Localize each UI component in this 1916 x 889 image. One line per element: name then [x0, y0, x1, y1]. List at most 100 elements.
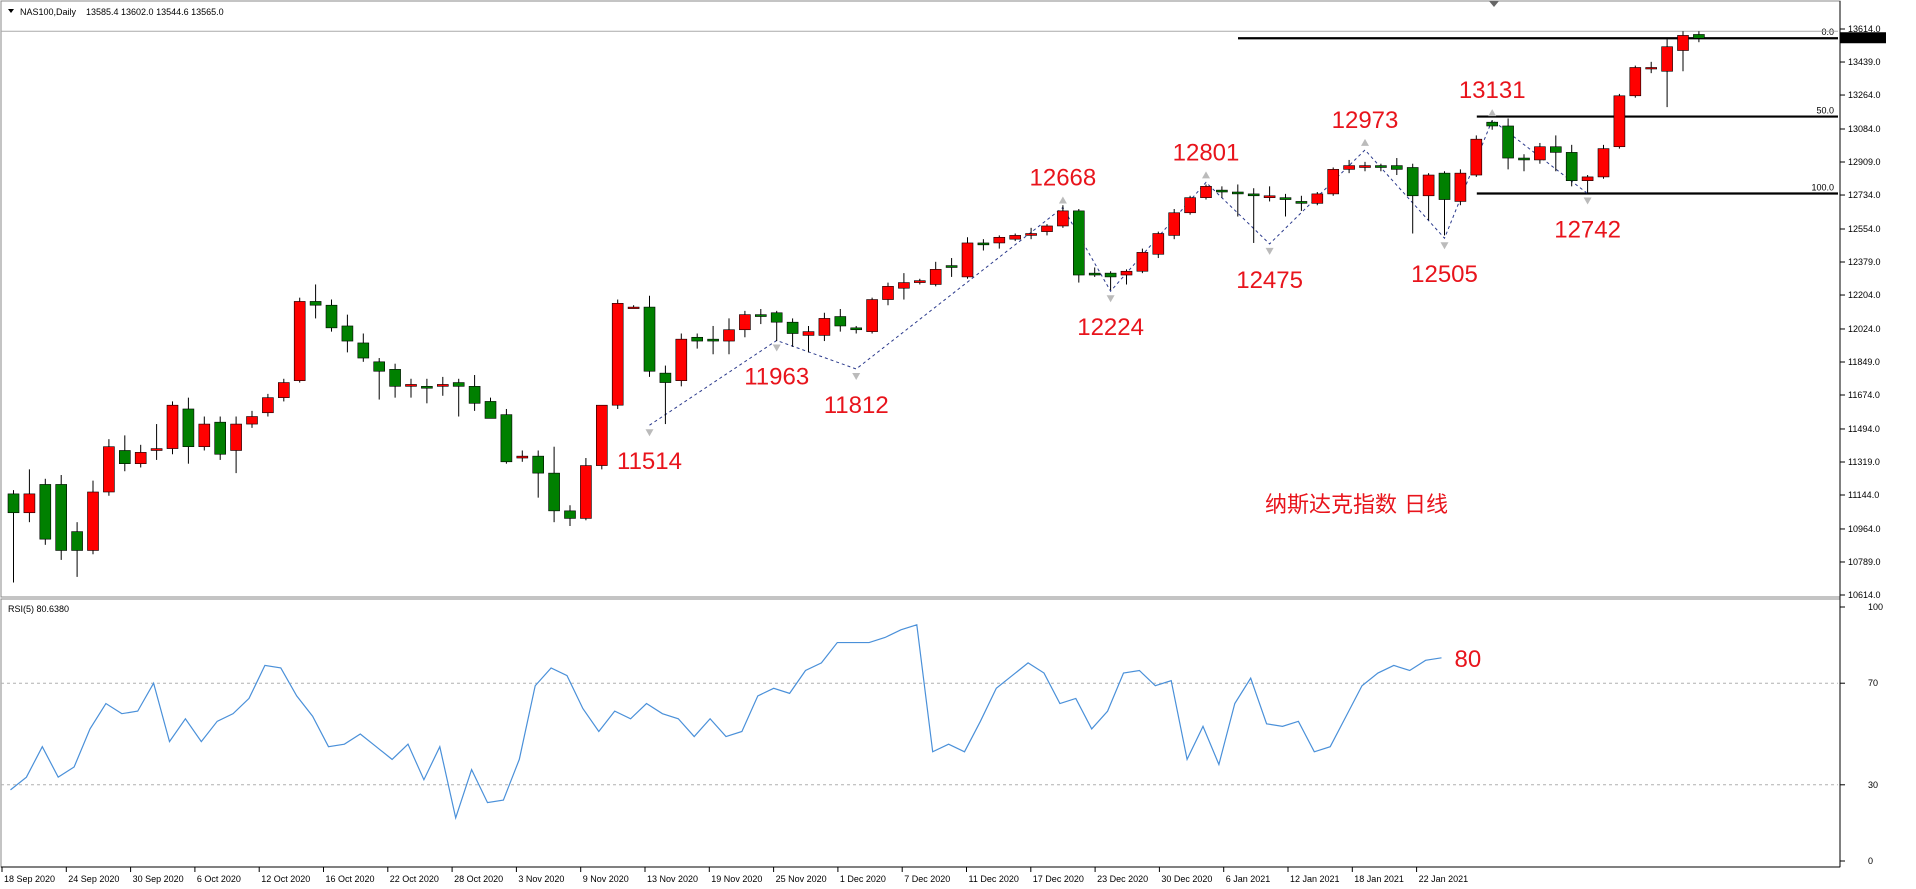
- time-tick-label: 17 Dec 2020: [1033, 874, 1084, 884]
- fractal-arrow-icon: [772, 344, 781, 352]
- candle-body: [754, 314, 767, 317]
- candle-body: [1009, 235, 1022, 240]
- candle-body: [564, 510, 576, 519]
- fractal-arrow-icon: [1265, 247, 1274, 255]
- candle-body: [643, 306, 656, 372]
- candle-body: [293, 301, 306, 381]
- swing-label: 11514: [617, 448, 682, 475]
- price-tick-label: 12379.0: [1848, 257, 1881, 267]
- candle-body: [230, 423, 242, 451]
- rsi-panel: [0, 598, 1841, 868]
- swing-label: 12475: [1236, 267, 1303, 294]
- fibonacci-levels: 0.0 50.0 100.0 13565.0: [1, 27, 1886, 195]
- candle-body: [1391, 165, 1403, 170]
- candle-body: [1152, 233, 1165, 255]
- time-tick-label: 22 Oct 2020: [390, 874, 439, 884]
- candle-body: [1279, 197, 1292, 200]
- swing-label: 11963: [744, 363, 809, 390]
- time-tick-label: 12 Oct 2020: [261, 874, 310, 884]
- time-tick-label: 22 Jan 2021: [1419, 874, 1469, 884]
- swing-label: 13131: [1459, 77, 1526, 104]
- time-tick-label: 19 Nov 2020: [711, 874, 762, 884]
- candle-body: [1613, 95, 1626, 148]
- rsi-indicator: 100 70 30 0 80: [1, 602, 1883, 866]
- rsi-label: RSI(5) 80.6380: [8, 604, 69, 614]
- fib-level-label: 0.0: [1821, 27, 1834, 37]
- current-price-tag: 13565.0: [1843, 33, 1876, 43]
- candle-body: [580, 465, 592, 519]
- candle-body: [1565, 152, 1578, 181]
- price-tick-label: 11144.0: [1848, 490, 1879, 500]
- price-tick-label: 13084.0: [1848, 124, 1881, 134]
- current-price-tag-bg: [1840, 32, 1886, 44]
- candle-body: [1295, 201, 1308, 204]
- candle-body: [1216, 189, 1228, 193]
- candle-body: [103, 446, 115, 493]
- candle-body: [1104, 272, 1117, 278]
- price-tick-label: 10789.0: [1848, 557, 1881, 567]
- candle-body: [739, 314, 751, 331]
- candle-body: [1486, 121, 1498, 127]
- symbol-label: NAS100,Daily: [20, 7, 77, 17]
- price-tick-label: 11674.0: [1848, 390, 1880, 400]
- candle-body: [1597, 148, 1610, 178]
- fractal-arrow-icon: [1583, 197, 1592, 205]
- fractal-arrow-icon: [1361, 138, 1369, 146]
- swing-label: 12742: [1554, 217, 1621, 244]
- candle-body: [55, 484, 68, 551]
- candle-body: [1518, 157, 1530, 161]
- price-tick-label: 12024.0: [1848, 324, 1881, 334]
- swing-label: 12505: [1411, 261, 1478, 288]
- candle-body: [277, 382, 290, 398]
- rsi-annotation: 80: [1455, 646, 1482, 673]
- candle-body: [1359, 165, 1371, 168]
- price-tick-label: 12909.0: [1848, 157, 1881, 167]
- candle-body: [1343, 165, 1355, 170]
- candle-body: [452, 382, 465, 387]
- candle-body: [818, 318, 831, 336]
- collapse-arrow-icon[interactable]: [8, 9, 14, 13]
- fib-level-label: 50.0: [1816, 106, 1834, 116]
- ohlc-label: 13585.4 13602.0 13544.6 13565.0: [86, 7, 224, 17]
- candle-body: [436, 384, 449, 387]
- shift-marker-icon[interactable]: [1489, 1, 1499, 7]
- candle-body: [468, 386, 481, 404]
- candle-body: [659, 372, 672, 383]
- candle-body: [1200, 186, 1212, 198]
- candle-body: [421, 386, 433, 389]
- price-tick-label: 12734.0: [1848, 190, 1881, 200]
- time-tick-label: 9 Nov 2020: [583, 874, 629, 884]
- candle-body: [325, 304, 338, 329]
- candle-body: [611, 303, 624, 406]
- fractal-arrow-icon: [1488, 109, 1497, 117]
- price-tick-label: 12554.0: [1848, 224, 1881, 234]
- time-tick-label: 16 Oct 2020: [326, 874, 375, 884]
- candle-body: [898, 282, 910, 289]
- chinese-title: 纳斯达克指数 日线: [1265, 493, 1448, 518]
- candle-body: [993, 236, 1006, 244]
- swing-labels: 11514 11963 11812 12668 12224 12801 12475 12973…: [617, 77, 1621, 475]
- rsi-line: [10, 623, 1442, 821]
- candle-body: [1438, 172, 1451, 200]
- fractal-arrow-icon: [1106, 295, 1115, 303]
- candle-body: [866, 299, 878, 332]
- candle-body: [1073, 210, 1085, 276]
- candle-body: [1168, 212, 1180, 236]
- fractal-arrow-icon: [1202, 171, 1210, 179]
- candle-body: [1025, 233, 1037, 236]
- candle-body: [71, 531, 83, 551]
- candle-body: [945, 265, 958, 268]
- candle-body: [1311, 193, 1324, 204]
- rsi-tick-label: 70: [1868, 678, 1878, 688]
- time-tick-label: 18 Sep 2020: [4, 874, 55, 884]
- candle-body: [246, 416, 258, 425]
- candle-body: [1232, 191, 1244, 195]
- candle-body: [1263, 195, 1276, 198]
- rsi-tick-label: 30: [1868, 780, 1878, 790]
- price-tick-label: 10964.0: [1848, 524, 1881, 534]
- time-tick-label: 11 Dec 2020: [969, 874, 1019, 884]
- candle-body: [1629, 67, 1642, 97]
- time-tick-label: 30 Dec 2020: [1161, 874, 1212, 884]
- candle-body: [1550, 146, 1562, 153]
- candle-body: [198, 423, 211, 448]
